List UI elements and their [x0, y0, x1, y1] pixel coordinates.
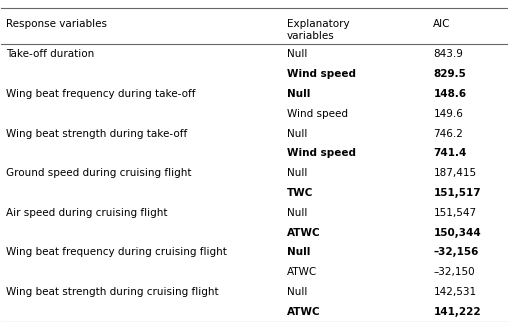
Text: ATWC: ATWC [287, 267, 317, 277]
Text: Wing beat frequency during take-off: Wing beat frequency during take-off [7, 89, 196, 99]
Text: 746.2: 746.2 [433, 128, 463, 138]
Text: 151,517: 151,517 [433, 188, 481, 198]
Text: Null: Null [287, 89, 310, 99]
Text: Wing beat frequency during cruising flight: Wing beat frequency during cruising flig… [7, 247, 227, 257]
Text: 829.5: 829.5 [433, 69, 466, 79]
Text: Null: Null [287, 287, 307, 297]
Text: Null: Null [287, 49, 307, 59]
Text: ATWC: ATWC [287, 307, 321, 317]
Text: TWC: TWC [287, 188, 313, 198]
Text: 141,222: 141,222 [433, 307, 481, 317]
Text: Wing beat strength during cruising flight: Wing beat strength during cruising fligh… [7, 287, 219, 297]
Text: 843.9: 843.9 [433, 49, 463, 59]
Text: 741.4: 741.4 [433, 148, 467, 158]
Text: Wing beat strength during take-off: Wing beat strength during take-off [7, 128, 187, 138]
Text: Null: Null [287, 128, 307, 138]
Text: 148.6: 148.6 [433, 89, 466, 99]
Text: Response variables: Response variables [7, 19, 107, 29]
Text: 151,547: 151,547 [433, 208, 477, 218]
Text: Ground speed during cruising flight: Ground speed during cruising flight [7, 168, 192, 178]
Text: 150,344: 150,344 [433, 228, 481, 238]
Text: ATWC: ATWC [287, 228, 321, 238]
Text: 142,531: 142,531 [433, 287, 477, 297]
Text: Wind speed: Wind speed [287, 148, 356, 158]
Text: Wind speed: Wind speed [287, 69, 356, 79]
Text: –32,150: –32,150 [433, 267, 475, 277]
Text: Take-off duration: Take-off duration [7, 49, 94, 59]
Text: –32,156: –32,156 [433, 247, 479, 257]
Text: Null: Null [287, 208, 307, 218]
Text: 187,415: 187,415 [433, 168, 477, 178]
Text: Null: Null [287, 168, 307, 178]
Text: Wind speed: Wind speed [287, 109, 348, 119]
Text: Explanatory
variables: Explanatory variables [287, 19, 350, 41]
Text: 149.6: 149.6 [433, 109, 463, 119]
Text: Null: Null [287, 247, 310, 257]
Text: Air speed during cruising flight: Air speed during cruising flight [7, 208, 168, 218]
Text: AIC: AIC [433, 19, 451, 29]
